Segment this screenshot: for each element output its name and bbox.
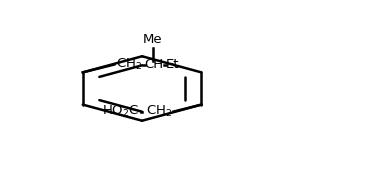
Text: Et: Et — [166, 58, 179, 71]
Text: CH: CH — [145, 58, 164, 71]
Text: CH$_2$: CH$_2$ — [116, 57, 142, 72]
Text: CH$_2$: CH$_2$ — [145, 104, 172, 119]
Text: HO$_2$C: HO$_2$C — [102, 104, 140, 119]
Text: Me: Me — [143, 33, 163, 46]
